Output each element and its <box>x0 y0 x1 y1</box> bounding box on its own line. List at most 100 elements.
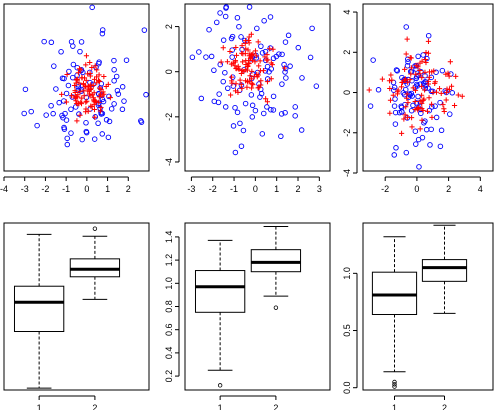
box-iqr <box>194 270 246 313</box>
data-point-circle <box>217 61 223 68</box>
data-point-circle <box>56 99 62 106</box>
data-point-circle <box>415 53 421 60</box>
data-point-plus <box>79 95 85 101</box>
y-tick-label: -4 <box>342 169 352 177</box>
data-point-plus <box>387 97 394 103</box>
data-point-plus <box>72 94 78 100</box>
data-point-circle <box>50 110 56 117</box>
data-point-circle <box>242 100 249 107</box>
data-point-circle <box>228 35 235 42</box>
data-point-circle <box>214 19 220 26</box>
data-point-circle <box>63 117 70 123</box>
data-point-circle <box>393 145 399 151</box>
data-point-plus <box>422 69 428 75</box>
data-point-circle <box>278 133 284 140</box>
data-point-plus <box>77 89 83 95</box>
data-point-circle <box>410 102 416 109</box>
data-point-plus <box>415 107 421 113</box>
data-point-plus <box>100 89 106 95</box>
data-point-plus <box>252 48 259 54</box>
data-point-circle <box>66 68 72 75</box>
data-point-plus <box>428 101 435 107</box>
x-tick-label: 1 <box>218 403 223 410</box>
data-point-plus <box>441 106 447 112</box>
y-tick-label: 0.6 <box>164 323 174 336</box>
data-point-plus <box>232 63 238 69</box>
data-point-plus <box>263 96 269 102</box>
box-iqr <box>13 285 65 333</box>
data-point-plus <box>408 71 414 77</box>
data-point-plus <box>97 91 104 97</box>
data-point-plus <box>243 58 249 64</box>
data-point-plus <box>83 106 89 112</box>
plot-frame <box>3 222 150 391</box>
data-point-circle <box>424 55 430 62</box>
y-tick-label: 0.2 <box>164 370 174 383</box>
data-point-circle <box>392 109 399 116</box>
data-point-plus <box>101 73 107 80</box>
data-point-circle <box>72 104 79 110</box>
data-point-plus <box>395 89 401 95</box>
data-point-plus <box>250 51 256 57</box>
data-point-plus <box>398 130 405 136</box>
data-point-circle <box>295 44 302 51</box>
data-point-circle <box>416 164 422 170</box>
data-point-circle <box>234 109 241 116</box>
data-point-plus <box>258 82 264 88</box>
data-point-plus <box>423 59 429 66</box>
data-point-circle <box>211 67 217 74</box>
data-point-plus <box>224 59 230 65</box>
data-point-circle <box>375 87 382 93</box>
data-point-plus <box>246 60 252 66</box>
x-tick-label: -1 <box>62 184 70 194</box>
panel-bottom-center-boxplot: 1 2 0.2 0.4 0.6 0.8 1.0 1.2 1.4 <box>164 222 331 410</box>
y-tick-label: 1.0 <box>164 277 174 290</box>
data-point-circle <box>257 94 263 100</box>
x-tick-label: 1 <box>105 184 110 194</box>
x-tick-label: 3 <box>317 184 322 194</box>
data-point-circle <box>232 149 239 156</box>
data-point-plus <box>405 79 411 85</box>
data-point-plus <box>408 115 415 121</box>
data-point-plus <box>73 98 79 104</box>
x-tick-label: 2 <box>273 403 278 410</box>
data-point-circle <box>413 100 420 106</box>
data-point-circle <box>313 83 320 89</box>
data-point-circle <box>254 25 260 32</box>
data-point-circle <box>99 27 106 33</box>
data-point-circle <box>99 131 105 137</box>
data-point-plus <box>248 55 254 61</box>
data-point-plus <box>255 85 261 91</box>
data-point-circle <box>111 57 117 64</box>
data-point-plus <box>436 85 443 92</box>
data-point-circle <box>48 39 55 46</box>
data-point-plus <box>386 78 393 84</box>
data-point-circle <box>279 81 285 87</box>
data-point-plus <box>248 85 255 91</box>
y-tick-label: 0.8 <box>164 300 174 313</box>
data-point-plus <box>75 70 82 76</box>
data-point-circle <box>70 43 76 49</box>
data-point-circle <box>246 4 253 10</box>
data-point-circle <box>427 142 433 148</box>
data-point-plus <box>83 62 89 68</box>
panel-bottom-left-boxplot: 120.00.51.01.5 <box>3 222 150 410</box>
data-point-plus <box>75 92 81 98</box>
data-point-circle <box>61 75 67 82</box>
data-point-plus <box>407 77 413 83</box>
data-point-circle <box>41 38 47 45</box>
data-point-plus <box>218 59 224 65</box>
data-point-circle <box>307 54 314 61</box>
data-point-plus <box>243 46 249 52</box>
data-point-plus <box>388 72 394 78</box>
x-tick-label: 2 <box>126 184 131 194</box>
data-point-circle <box>236 23 242 30</box>
data-point-plus <box>444 86 450 92</box>
data-point-plus <box>78 67 84 73</box>
data-point-plus <box>264 57 270 63</box>
data-point-plus <box>419 117 425 123</box>
data-point-circle <box>222 104 229 110</box>
data-point-circle <box>34 122 40 129</box>
data-point-circle <box>216 91 222 97</box>
data-point-plus <box>366 87 372 93</box>
